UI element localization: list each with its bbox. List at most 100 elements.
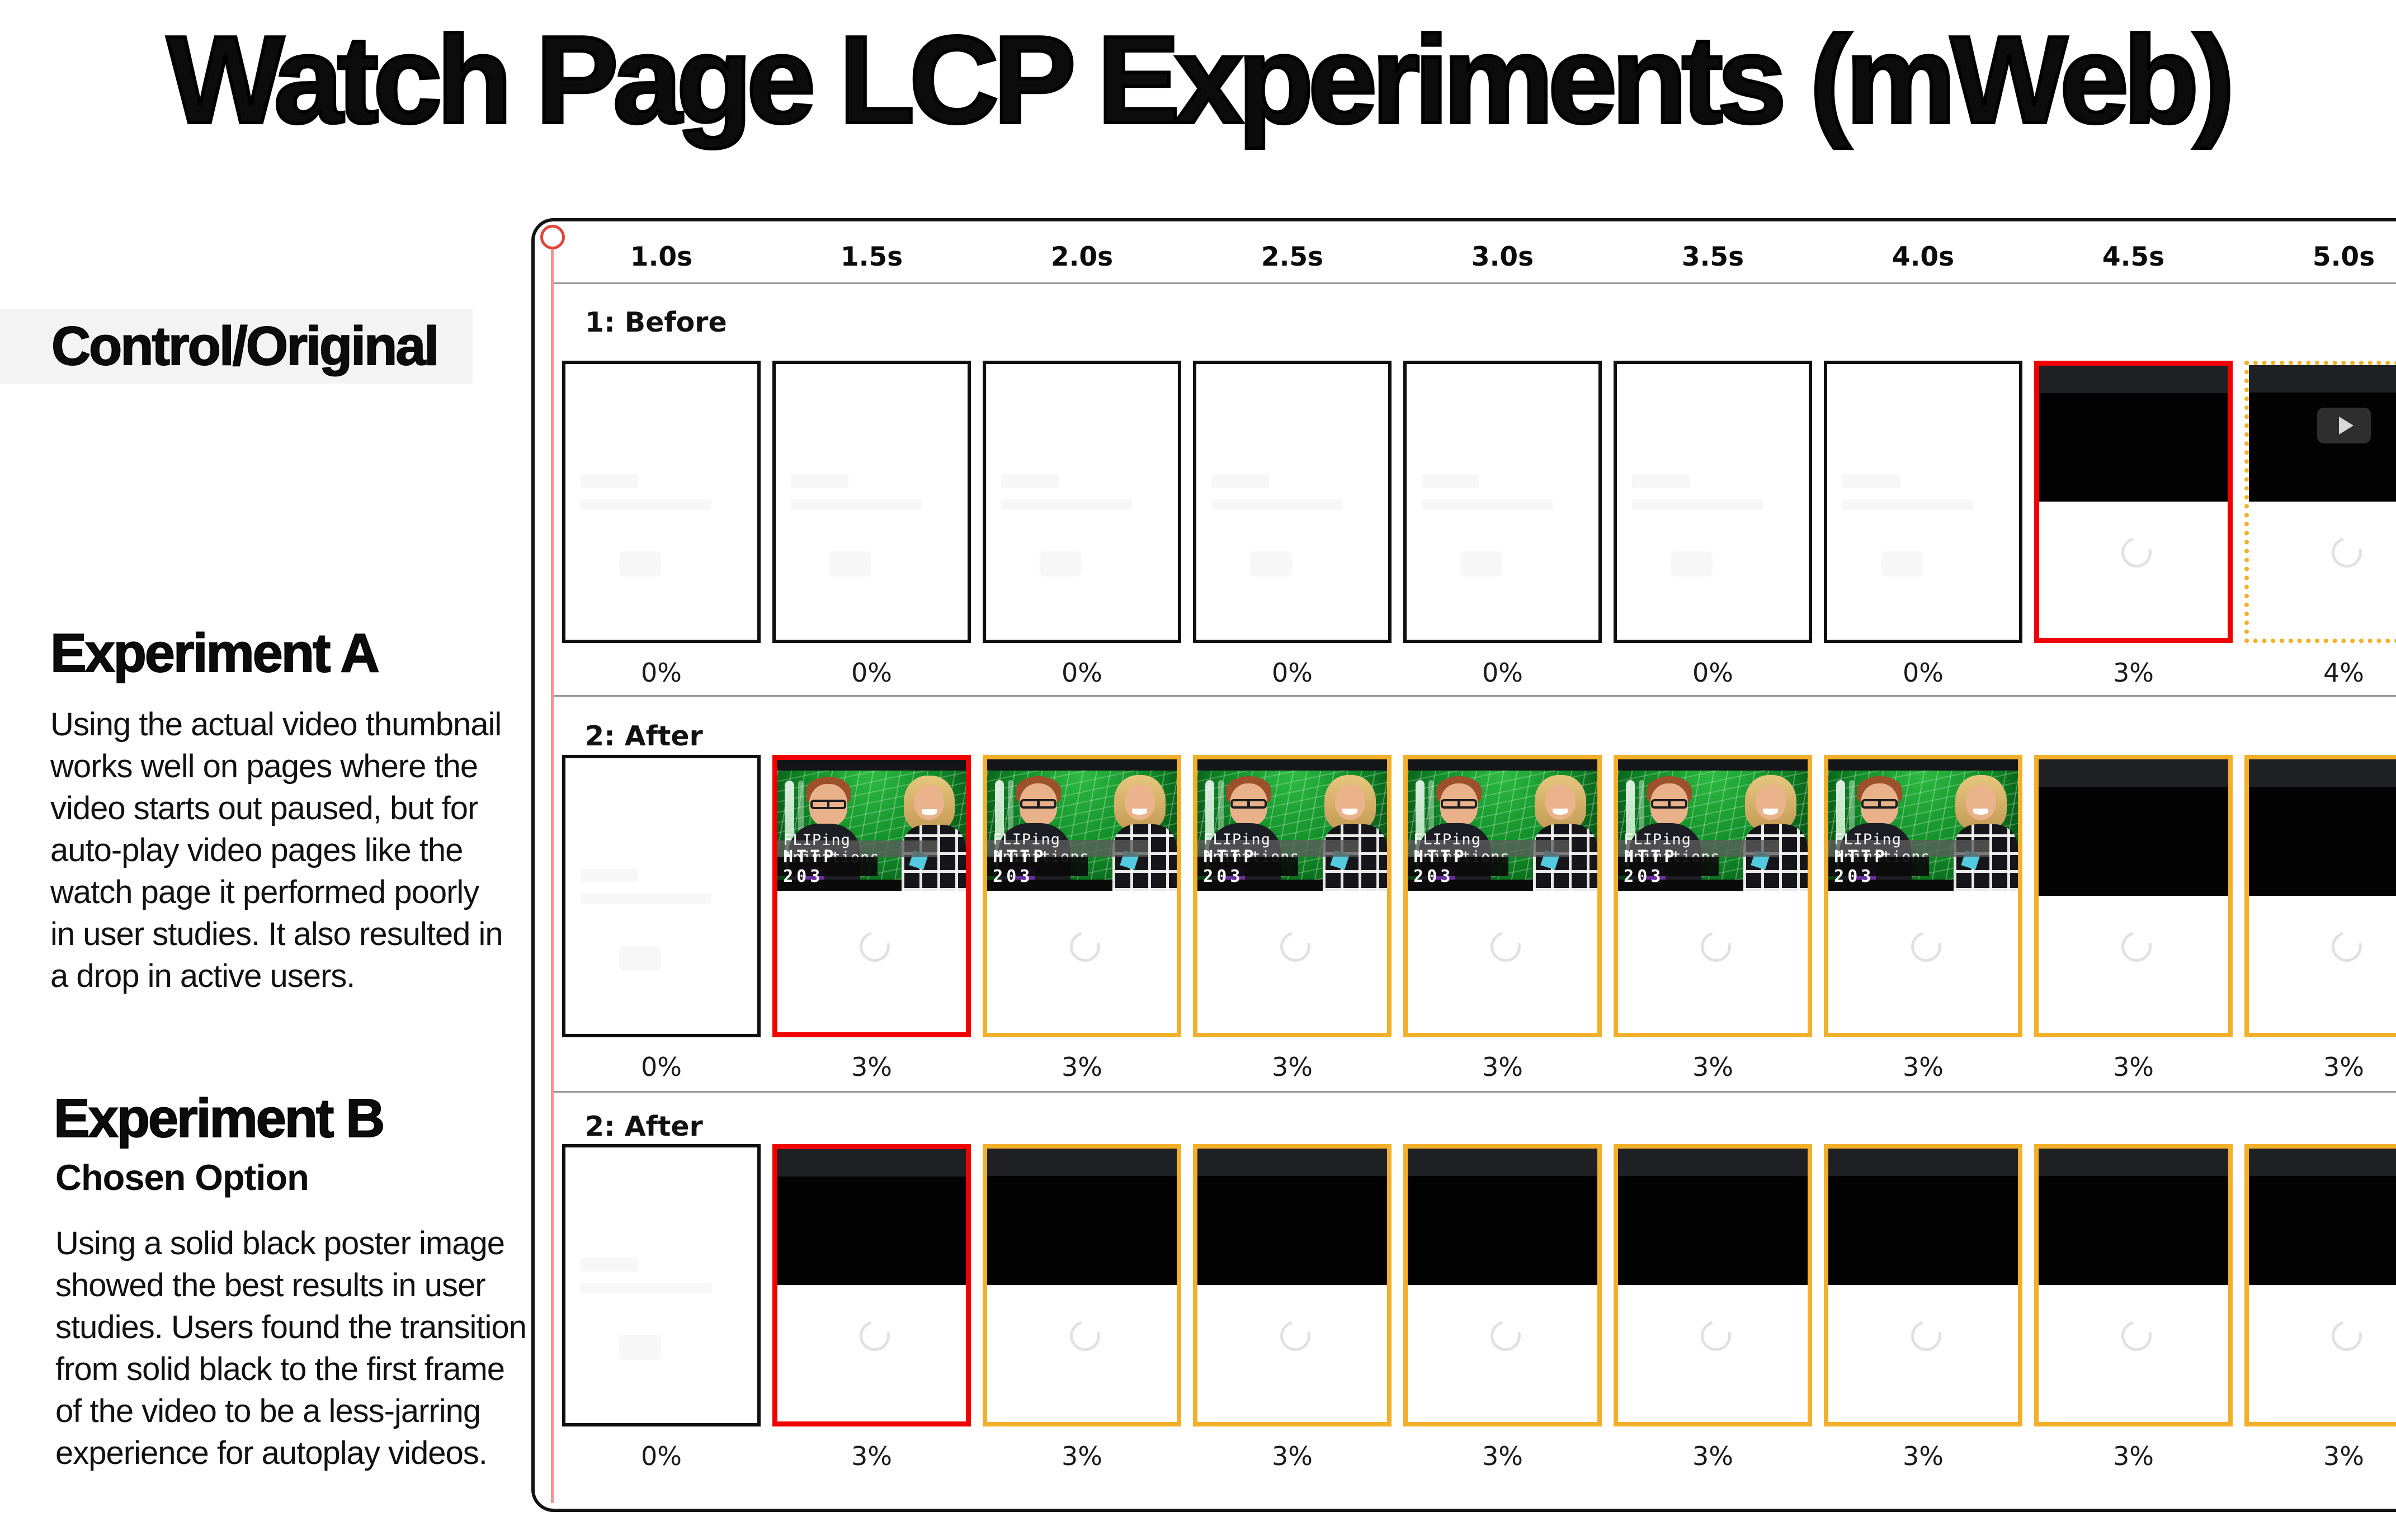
video-player-area	[2249, 1175, 2396, 1286]
frame-column: 3%	[2244, 755, 2396, 1082]
masthead-bar	[1828, 1149, 2018, 1176]
person-left	[777, 771, 966, 891]
frame-column: 3%	[1403, 1144, 1602, 1471]
filmstrip-frame	[562, 755, 761, 1037]
control-original-label: Control/Original	[51, 315, 440, 377]
masthead-bar	[987, 1149, 1177, 1176]
loading-spinner-icon	[1064, 926, 1106, 967]
frame-column: 3%	[1193, 1144, 1392, 1471]
masthead-bar	[1408, 759, 1597, 771]
playhead-line	[551, 247, 554, 1503]
skeleton-placeholder	[1460, 551, 1503, 577]
person-right	[1618, 771, 1808, 891]
loading-spinner-icon	[2115, 531, 2157, 573]
frame-lcp-percentage: 0%	[1482, 658, 1523, 688]
control-original-section: Control/Original	[0, 309, 473, 384]
frame-column: 0%	[772, 361, 971, 688]
play-triangle-icon	[2338, 416, 2353, 434]
frame-column: 0%	[562, 755, 761, 1082]
video-player-area	[2249, 392, 2396, 502]
loading-spinner-icon	[1695, 1315, 1737, 1357]
glasses-icon	[1020, 799, 1056, 809]
filmstrip-frame	[562, 1144, 761, 1426]
frame-lcp-percentage: 0%	[1062, 658, 1102, 688]
frame-lcp-percentage: 3%	[2113, 1052, 2154, 1082]
frame-column: 3%	[2244, 1144, 2396, 1471]
skeleton-placeholder	[581, 1282, 711, 1294]
frame-lcp-percentage: 3%	[1482, 1052, 1523, 1082]
masthead-bar	[1618, 759, 1808, 771]
playhead-marker-icon	[540, 225, 565, 249]
skeleton-placeholder	[581, 1258, 639, 1272]
time-tick-label: 3.5s	[1681, 242, 1744, 272]
time-tick-label: 2.0s	[1050, 242, 1114, 272]
time-tick-label: 2.5s	[1261, 242, 1324, 272]
skeleton-placeholder	[1250, 551, 1293, 577]
frame-lcp-percentage: 3%	[1272, 1052, 1313, 1082]
frame-column: 0%	[983, 361, 1181, 688]
filmstrip-frame: FLIPing AnimationsHTTP 203	[983, 755, 1181, 1037]
masthead-bar	[2039, 366, 2228, 393]
masthead-bar	[2249, 365, 2396, 393]
divider-line	[553, 1091, 2396, 1093]
filmstrip-frame	[1403, 1144, 1602, 1426]
skeleton-placeholder	[1040, 551, 1082, 577]
video-player-area	[2039, 393, 2228, 502]
person-right	[1408, 771, 1597, 891]
time-tick-label: 4.0s	[1892, 242, 1955, 272]
experiment-a-description: Using the actual video thumbnail works w…	[50, 706, 503, 994]
loading-spinner-icon	[1905, 926, 1947, 967]
frame-lcp-percentage: 3%	[1903, 1052, 1944, 1082]
skeleton-placeholder	[1632, 499, 1763, 511]
skeleton-placeholder	[581, 868, 639, 882]
loading-spinner-icon	[2326, 1315, 2367, 1357]
frame-lcp-percentage: 3%	[2323, 1052, 2364, 1082]
frame-column: 4%	[2244, 361, 2396, 688]
skeleton-placeholder	[791, 474, 849, 488]
skeleton-placeholder	[581, 474, 639, 488]
studio-light	[798, 780, 804, 870]
filmstrip-row-after-experiment-a: 0%FLIPing AnimationsHTTP 2033%FLIPing An…	[562, 755, 2396, 1082]
video-thumbnail: FLIPing AnimationsHTTP 203	[1408, 770, 1597, 891]
frame-column: 0%	[1824, 361, 2022, 688]
video-player-area	[2039, 1175, 2228, 1286]
video-player-area	[1618, 1175, 1808, 1286]
frame-column: 3%	[772, 1144, 971, 1471]
studio-light	[1639, 780, 1645, 869]
filmstrip-frame: FLIPing AnimationsHTTP 203	[1403, 755, 1602, 1037]
video-player-area	[987, 1175, 1177, 1286]
frame-column: FLIPing AnimationsHTTP 203 3%	[1824, 755, 2022, 1082]
filmstrip-frame	[1614, 361, 1812, 643]
filmstrip-frame	[2244, 755, 2396, 1037]
frame-lcp-percentage: 0%	[1903, 658, 1944, 688]
filmstrip-frame	[983, 361, 1181, 643]
experiment-b-heading: Experiment B	[53, 1087, 385, 1149]
studio-light	[1849, 780, 1855, 869]
filmstrip-frame	[2034, 361, 2233, 643]
skeleton-placeholder	[581, 893, 711, 905]
frame-lcp-percentage: 0%	[641, 1441, 682, 1471]
frame-lcp-percentage: 3%	[2323, 1441, 2364, 1471]
frame-column: 0%	[1614, 361, 1812, 688]
frame-column: FLIPing AnimationsHTTP 203 3%	[1193, 755, 1392, 1082]
frame-lcp-percentage: 0%	[1692, 658, 1733, 688]
masthead-bar	[2249, 759, 2396, 787]
masthead-bar	[2039, 1149, 2228, 1176]
thumbnail-show-text: HTTP 203	[1618, 847, 1719, 886]
row-label-after-experiment-a: 2: After	[585, 720, 703, 752]
timeline-header: 1.0s 1.5s 2.0s 2.5s 3.0s 3.5s 4.0s 4.5s 5.0s	[562, 242, 2396, 272]
frame-column: 0%	[1193, 361, 1392, 688]
filmstrip-frame: FLIPing AnimationsHTTP 203	[1193, 755, 1392, 1037]
frame-lcp-percentage: 3%	[851, 1052, 892, 1082]
frame-lcp-percentage: 0%	[851, 658, 892, 688]
frame-column: 0%	[562, 361, 761, 688]
masthead-bar	[777, 760, 966, 771]
masthead-bar	[987, 759, 1177, 771]
frame-lcp-percentage: 3%	[1903, 1441, 1944, 1471]
frame-column: FLIPing AnimationsHTTP 203 3%	[1614, 755, 1812, 1082]
frame-column: 3%	[1614, 1144, 1812, 1471]
thumbnail-show-text: HTTP 203	[987, 847, 1088, 886]
time-tick-label: 1.0s	[630, 242, 693, 272]
filmstrip-frame: FLIPing AnimationsHTTP 203	[772, 755, 971, 1037]
glasses-icon	[1441, 799, 1477, 809]
